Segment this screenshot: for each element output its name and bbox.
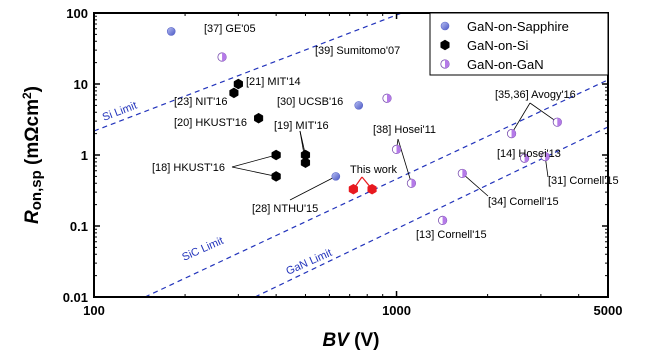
data-label: [20] HKUST'16 xyxy=(174,117,247,129)
data-point xyxy=(300,157,311,168)
x-tick-label: 5000 xyxy=(594,303,623,318)
data-point xyxy=(331,172,341,181)
data-points xyxy=(166,27,562,225)
leader-line xyxy=(462,173,489,197)
data-label: [19] MIT'16 xyxy=(274,120,329,132)
x-axis-title-unit: (V) xyxy=(349,330,380,351)
data-point xyxy=(406,178,417,188)
leader-line xyxy=(397,138,412,184)
y-tick-label: 1 xyxy=(81,148,88,163)
marker-fill xyxy=(411,179,416,188)
marker-fill xyxy=(524,154,529,163)
legend-marker xyxy=(440,39,450,51)
data-label: [35,36] Avogy'16 xyxy=(495,89,576,101)
marker-fill xyxy=(222,52,227,62)
y-axis-title: Ron,sp (mΩcm2) xyxy=(20,86,45,224)
leader-line xyxy=(231,166,277,177)
axis-titles: BV (V) Ron,sp (mΩcm2) xyxy=(20,86,380,351)
leader-line xyxy=(511,102,531,134)
x-tick-label: 100 xyxy=(83,303,105,318)
data-point xyxy=(519,153,530,163)
y-tick-label: 100 xyxy=(66,6,88,21)
data-label: [28] NTHU'15 xyxy=(252,203,318,215)
legend-marker xyxy=(440,21,450,31)
data-label: [31] Cornell'15 xyxy=(548,175,619,187)
x-tick-label: 1000 xyxy=(382,303,411,318)
data-point xyxy=(506,129,517,139)
legend-marker xyxy=(440,59,450,69)
x-axis-title-italic: BV xyxy=(322,330,350,351)
y-tick-label: 10 xyxy=(74,77,88,92)
data-label: [13] Cornell'15 xyxy=(416,229,487,241)
data-label: [39] Sumitomo'07 xyxy=(315,45,400,57)
marker-fill xyxy=(396,145,401,154)
limit-line xyxy=(254,126,608,297)
data-point xyxy=(217,52,227,62)
data-point xyxy=(271,149,281,161)
y-tick-label: 0.1 xyxy=(70,219,88,234)
leader-line xyxy=(289,176,337,201)
data-label: [34] Cornell'15 xyxy=(488,196,559,208)
y-axis-title-sub: on,sp xyxy=(28,170,45,210)
data-label: [14] Hosei'13 xyxy=(497,148,561,160)
data-label: [38] Hosei'11 xyxy=(373,124,436,136)
leader-line xyxy=(231,154,277,168)
marker-fill xyxy=(557,117,562,127)
y-axis-title-end: ) xyxy=(22,86,43,92)
data-point xyxy=(540,151,550,162)
y-axis-title-sup: 2 xyxy=(20,92,34,99)
data-point xyxy=(254,112,264,124)
y-tick-label: 0.01 xyxy=(63,290,88,305)
data-point xyxy=(367,183,377,195)
x-axis-title: BV (V) xyxy=(322,330,379,351)
marker-fill xyxy=(387,94,392,103)
data-label: [30] UCSB'16 xyxy=(277,96,343,108)
limit-line xyxy=(94,13,404,132)
legend-box xyxy=(429,12,609,76)
marker-fill xyxy=(445,59,450,69)
annotation-labels: [37] GE'05 [30] UCSB'16 [28] NTHU'15 [21] M… xyxy=(152,23,619,241)
data-point xyxy=(382,93,392,103)
data-label-this-work: This work xyxy=(350,164,398,176)
marker-fill xyxy=(545,152,550,161)
data-point xyxy=(229,87,239,99)
data-label: [37] GE'05 xyxy=(204,23,256,35)
data-point xyxy=(391,144,402,154)
legend-label: GaN-on-GaN xyxy=(467,57,544,72)
y-axis-title-unit: (mΩcm xyxy=(22,99,43,170)
marker-fill xyxy=(511,129,516,138)
data-point xyxy=(552,117,562,127)
marker-fill xyxy=(442,216,447,225)
limit-label: Si Limit xyxy=(101,100,139,124)
data-point xyxy=(348,183,358,195)
data-point xyxy=(354,101,364,110)
legend-label: GaN-on-Sapphire xyxy=(467,19,569,34)
data-point xyxy=(271,171,281,182)
data-label: [21] MIT'14 xyxy=(246,76,301,88)
legend-label: GaN-on-Si xyxy=(467,38,529,53)
data-point xyxy=(438,215,448,225)
limit-label: GaN Limit xyxy=(284,247,334,278)
data-point xyxy=(457,168,467,179)
data-point xyxy=(233,78,243,90)
limit-label: SiC Limit xyxy=(180,235,225,264)
leader-line xyxy=(529,102,558,123)
y-axis-title-italic: R xyxy=(22,210,43,224)
marker-fill xyxy=(462,169,467,178)
limit-line xyxy=(144,79,608,297)
data-point xyxy=(166,27,176,36)
legend: GaN-on-Sapphire GaN-on-Si GaN-on-GaN xyxy=(429,12,609,76)
data-label: [18] HKUST'16 xyxy=(152,162,225,174)
data-label: [23] NIT'16 xyxy=(174,96,227,108)
